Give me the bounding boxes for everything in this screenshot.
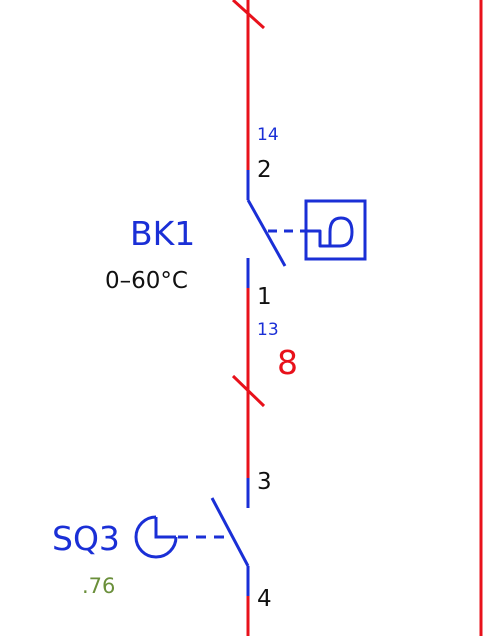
pin-label-4: 4	[257, 586, 272, 612]
sq3-contact-blade	[210, 497, 250, 567]
sq3-device-name: SQ3	[52, 519, 120, 558]
pin-label-2: 2	[257, 157, 272, 183]
pin-label-14: 14	[257, 125, 279, 145]
sq3-value: .76	[82, 574, 115, 598]
pin-label-3: 3	[257, 469, 272, 495]
wire-cut-mark-top	[231, 0, 266, 30]
bk1-device-name: BK1	[130, 214, 195, 253]
pin-label-13: 13	[257, 320, 279, 340]
bk1-temperature-range: 0–60°C	[105, 268, 188, 294]
wire-cut-mark-middle	[231, 374, 266, 408]
pin-label-1: 1	[257, 284, 272, 310]
wire-number: 8	[277, 343, 298, 382]
timer-actuator-icon	[134, 515, 178, 559]
bk1-contact-blade	[246, 199, 287, 267]
thermostat-sensor-icon	[304, 199, 367, 261]
